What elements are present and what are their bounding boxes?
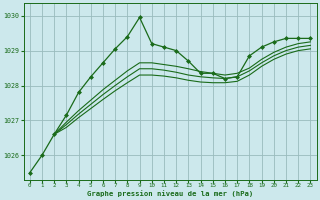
X-axis label: Graphe pression niveau de la mer (hPa): Graphe pression niveau de la mer (hPa) [87,190,253,197]
